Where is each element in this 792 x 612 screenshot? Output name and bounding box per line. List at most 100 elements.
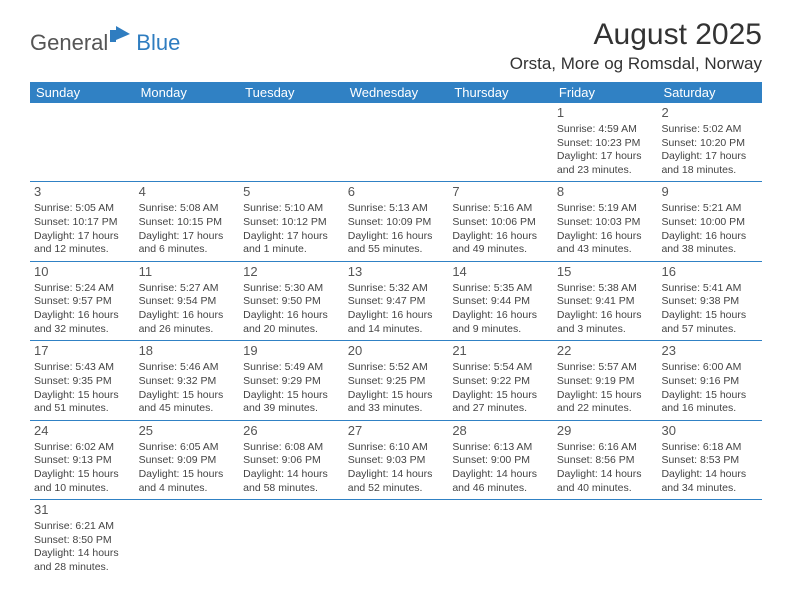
sunrise-text: Sunrise: 5:24 AM xyxy=(34,282,131,296)
daylight-text: and 34 minutes. xyxy=(661,482,758,496)
sunrise-text: Sunrise: 5:57 AM xyxy=(557,361,654,375)
daylight-text: Daylight: 15 hours xyxy=(557,389,654,403)
empty-cell xyxy=(448,103,553,181)
weekday-header: Thursday xyxy=(448,82,553,103)
daylight-text: Daylight: 14 hours xyxy=(557,468,654,482)
sunset-text: Sunset: 10:06 PM xyxy=(452,216,549,230)
daylight-text: Daylight: 15 hours xyxy=(34,389,131,403)
day-number: 22 xyxy=(557,343,654,360)
daylight-text: Daylight: 17 hours xyxy=(139,230,236,244)
empty-cell xyxy=(344,103,449,181)
sunrise-text: Sunrise: 5:54 AM xyxy=(452,361,549,375)
sunrise-text: Sunrise: 5:13 AM xyxy=(348,202,445,216)
sunset-text: Sunset: 10:15 PM xyxy=(139,216,236,230)
daylight-text: and 28 minutes. xyxy=(34,561,131,575)
sunset-text: Sunset: 9:38 PM xyxy=(661,295,758,309)
daylight-text: Daylight: 15 hours xyxy=(661,389,758,403)
sunset-text: Sunset: 10:23 PM xyxy=(557,137,654,151)
daylight-text: Daylight: 15 hours xyxy=(452,389,549,403)
sunset-text: Sunset: 9:54 PM xyxy=(139,295,236,309)
empty-cell xyxy=(30,103,135,181)
calendar: SundayMondayTuesdayWednesdayThursdayFrid… xyxy=(30,82,762,579)
sunrise-text: Sunrise: 6:16 AM xyxy=(557,441,654,455)
day-cell: 9Sunrise: 5:21 AMSunset: 10:00 PMDayligh… xyxy=(657,182,762,260)
day-number: 20 xyxy=(348,343,445,360)
daylight-text: and 4 minutes. xyxy=(139,482,236,496)
daylight-text: and 20 minutes. xyxy=(243,323,340,337)
week-row: 31Sunrise: 6:21 AMSunset: 8:50 PMDayligh… xyxy=(30,500,762,578)
day-cell: 3Sunrise: 5:05 AMSunset: 10:17 PMDayligh… xyxy=(30,182,135,260)
empty-cell xyxy=(239,500,344,578)
sunset-text: Sunset: 9:57 PM xyxy=(34,295,131,309)
day-cell: 7Sunrise: 5:16 AMSunset: 10:06 PMDayligh… xyxy=(448,182,553,260)
sunrise-text: Sunrise: 6:21 AM xyxy=(34,520,131,534)
daylight-text: Daylight: 15 hours xyxy=(243,389,340,403)
weekday-header: Wednesday xyxy=(344,82,449,103)
day-number: 7 xyxy=(452,184,549,201)
sunrise-text: Sunrise: 6:13 AM xyxy=(452,441,549,455)
day-number: 30 xyxy=(661,423,758,440)
daylight-text: and 18 minutes. xyxy=(661,164,758,178)
daylight-text: Daylight: 15 hours xyxy=(34,468,131,482)
sunrise-text: Sunrise: 4:59 AM xyxy=(557,123,654,137)
logo-text-general: General xyxy=(30,30,108,56)
empty-cell xyxy=(448,500,553,578)
daylight-text: Daylight: 16 hours xyxy=(139,309,236,323)
day-number: 1 xyxy=(557,105,654,122)
sunset-text: Sunset: 10:03 PM xyxy=(557,216,654,230)
sunset-text: Sunset: 8:56 PM xyxy=(557,454,654,468)
daylight-text: Daylight: 16 hours xyxy=(452,230,549,244)
day-cell: 26Sunrise: 6:08 AMSunset: 9:06 PMDayligh… xyxy=(239,421,344,499)
sunrise-text: Sunrise: 5:16 AM xyxy=(452,202,549,216)
daylight-text: and 57 minutes. xyxy=(661,323,758,337)
daylight-text: Daylight: 16 hours xyxy=(557,230,654,244)
sunrise-text: Sunrise: 5:52 AM xyxy=(348,361,445,375)
sunset-text: Sunset: 9:29 PM xyxy=(243,375,340,389)
day-number: 6 xyxy=(348,184,445,201)
daylight-text: Daylight: 16 hours xyxy=(661,230,758,244)
day-number: 25 xyxy=(139,423,236,440)
day-number: 28 xyxy=(452,423,549,440)
day-number: 2 xyxy=(661,105,758,122)
sunset-text: Sunset: 10:12 PM xyxy=(243,216,340,230)
empty-cell xyxy=(239,103,344,181)
day-cell: 28Sunrise: 6:13 AMSunset: 9:00 PMDayligh… xyxy=(448,421,553,499)
daylight-text: and 12 minutes. xyxy=(34,243,131,257)
daylight-text: Daylight: 14 hours xyxy=(661,468,758,482)
week-row: 3Sunrise: 5:05 AMSunset: 10:17 PMDayligh… xyxy=(30,182,762,261)
day-cell: 21Sunrise: 5:54 AMSunset: 9:22 PMDayligh… xyxy=(448,341,553,419)
day-number: 11 xyxy=(139,264,236,281)
day-number: 14 xyxy=(452,264,549,281)
weekday-header: Tuesday xyxy=(239,82,344,103)
sunset-text: Sunset: 8:50 PM xyxy=(34,534,131,548)
sunrise-text: Sunrise: 5:46 AM xyxy=(139,361,236,375)
day-number: 18 xyxy=(139,343,236,360)
logo-text-blue: Blue xyxy=(136,30,180,56)
day-cell: 24Sunrise: 6:02 AMSunset: 9:13 PMDayligh… xyxy=(30,421,135,499)
sunrise-text: Sunrise: 5:21 AM xyxy=(661,202,758,216)
day-cell: 18Sunrise: 5:46 AMSunset: 9:32 PMDayligh… xyxy=(135,341,240,419)
day-cell: 10Sunrise: 5:24 AMSunset: 9:57 PMDayligh… xyxy=(30,262,135,340)
day-number: 16 xyxy=(661,264,758,281)
weekday-header: Friday xyxy=(553,82,658,103)
daylight-text: and 27 minutes. xyxy=(452,402,549,416)
daylight-text: Daylight: 16 hours xyxy=(557,309,654,323)
day-cell: 19Sunrise: 5:49 AMSunset: 9:29 PMDayligh… xyxy=(239,341,344,419)
weekday-header: Saturday xyxy=(657,82,762,103)
week-row: 1Sunrise: 4:59 AMSunset: 10:23 PMDayligh… xyxy=(30,103,762,182)
sunrise-text: Sunrise: 5:38 AM xyxy=(557,282,654,296)
day-cell: 22Sunrise: 5:57 AMSunset: 9:19 PMDayligh… xyxy=(553,341,658,419)
sunrise-text: Sunrise: 5:02 AM xyxy=(661,123,758,137)
daylight-text: and 9 minutes. xyxy=(452,323,549,337)
empty-cell xyxy=(135,500,240,578)
day-number: 21 xyxy=(452,343,549,360)
daylight-text: Daylight: 15 hours xyxy=(139,389,236,403)
day-number: 29 xyxy=(557,423,654,440)
daylight-text: and 43 minutes. xyxy=(557,243,654,257)
title-block: August 2025 Orsta, More og Romsdal, Norw… xyxy=(510,18,762,74)
daylight-text: Daylight: 17 hours xyxy=(243,230,340,244)
daylight-text: Daylight: 16 hours xyxy=(243,309,340,323)
day-number: 3 xyxy=(34,184,131,201)
sunset-text: Sunset: 9:44 PM xyxy=(452,295,549,309)
daylight-text: and 26 minutes. xyxy=(139,323,236,337)
